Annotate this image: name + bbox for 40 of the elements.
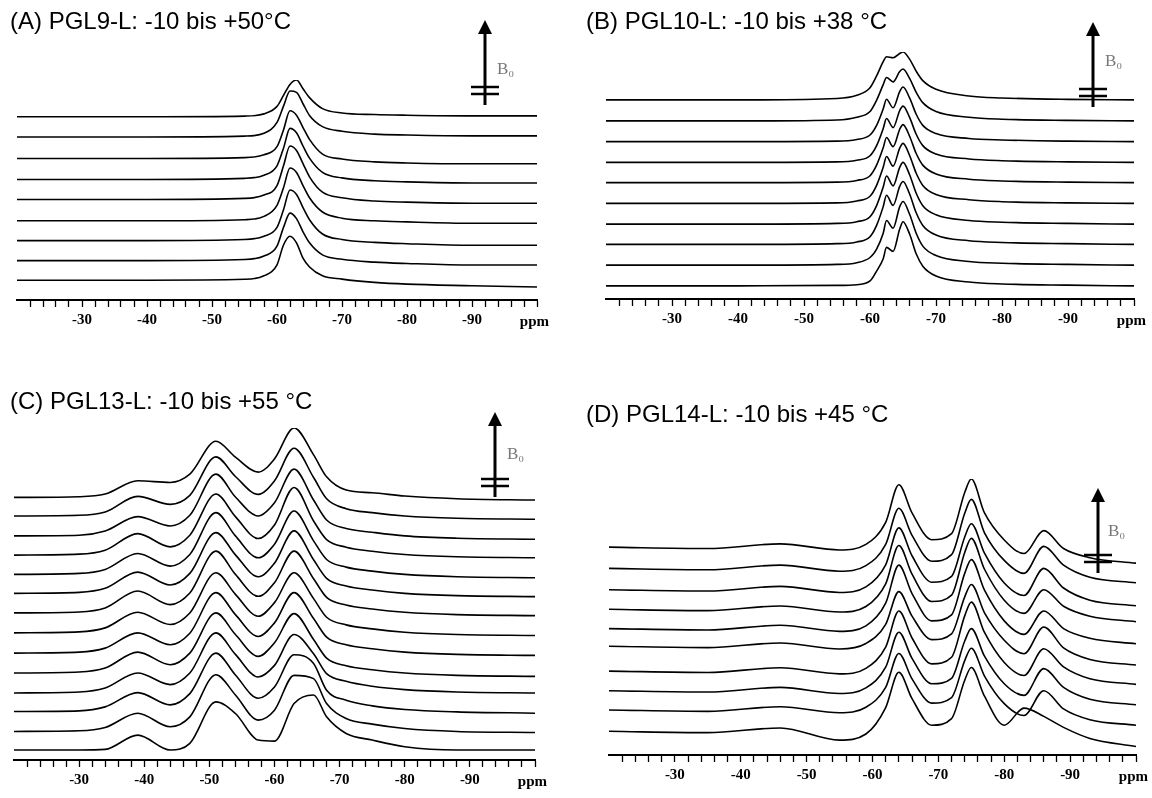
x-tick-label: -40: [728, 309, 748, 326]
x-tick-label: -70: [332, 310, 352, 327]
x-tick-label: -30: [662, 309, 682, 326]
x-tick-label: -60: [862, 765, 883, 782]
x-tick-label: -60: [860, 309, 880, 326]
x-tick-label: -40: [730, 765, 751, 782]
annotation: B₀: [507, 444, 525, 464]
x-tick-label: -70: [329, 770, 350, 787]
chart-title: (B) PGL10-L: -10 bis +38 °C: [586, 6, 888, 34]
x-tick-label: -50: [202, 310, 222, 327]
annotation: B₀: [1105, 51, 1123, 71]
x-tick-label: -70: [926, 309, 946, 326]
chart-title: (A) PGL9-L: -10 bis +50°C: [10, 6, 292, 34]
x-tick-label: -60: [264, 770, 285, 787]
annotation: B₀: [1108, 521, 1126, 541]
x-tick-label: -90: [1060, 765, 1081, 782]
x-tick-label: -40: [134, 770, 155, 787]
x-tick-label: -80: [992, 309, 1012, 326]
text: B₀: [497, 59, 515, 79]
x-tick-label: -90: [459, 770, 480, 787]
x-tick-label: -50: [796, 765, 817, 782]
x-axis-title: ppm: [1118, 767, 1149, 784]
x-tick-label: -30: [664, 765, 685, 782]
x-axis-title: ppm: [1116, 311, 1147, 328]
x-tick-label: -90: [1058, 309, 1078, 326]
x-tick-label: -60: [267, 310, 287, 327]
x-tick-label: -50: [794, 309, 814, 326]
chart-title: (D) PGL14-L: -10 bis +45 °C: [586, 399, 889, 427]
x-tick-label: -80: [397, 310, 417, 327]
x-tick-label: -50: [199, 770, 220, 787]
x-axis-title: ppm: [517, 772, 548, 789]
x-tick-label: -40: [137, 310, 157, 327]
x-tick-label: -70: [928, 765, 949, 782]
x-tick-label: -90: [462, 310, 482, 327]
x-tick-label: -30: [69, 770, 90, 787]
x-tick-label: -80: [994, 765, 1015, 782]
chart-title: (C) PGL13-L: -10 bis +55 °C: [10, 386, 313, 414]
x-axis-title: ppm: [519, 312, 550, 329]
x-tick-label: -30: [72, 310, 92, 327]
x-tick-label: -80: [394, 770, 415, 787]
